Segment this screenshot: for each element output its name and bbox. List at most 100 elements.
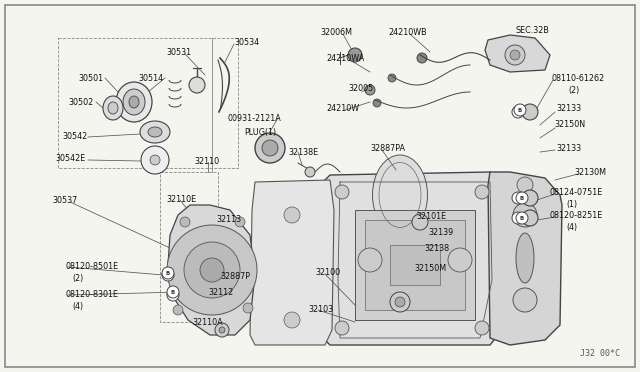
Ellipse shape — [516, 233, 534, 283]
Circle shape — [284, 312, 300, 328]
Circle shape — [516, 192, 528, 204]
Text: 08124-0751E: 08124-0751E — [550, 188, 604, 197]
Circle shape — [513, 288, 537, 312]
Text: 30531: 30531 — [166, 48, 191, 57]
Text: B: B — [520, 216, 524, 221]
Bar — [355, 210, 475, 320]
Circle shape — [522, 210, 538, 226]
Ellipse shape — [103, 96, 123, 120]
Circle shape — [200, 258, 224, 282]
Circle shape — [189, 77, 205, 93]
Text: B: B — [166, 271, 170, 276]
Text: B: B — [166, 273, 170, 278]
Text: 32133: 32133 — [556, 144, 581, 153]
Polygon shape — [485, 35, 550, 72]
Text: 32150N: 32150N — [554, 120, 585, 129]
Text: B: B — [516, 196, 520, 201]
Text: 24210WA: 24210WA — [326, 54, 364, 63]
Circle shape — [505, 45, 525, 65]
Ellipse shape — [108, 102, 118, 114]
Circle shape — [141, 146, 169, 174]
Text: 32112: 32112 — [208, 288, 233, 297]
Circle shape — [177, 287, 193, 303]
Circle shape — [284, 207, 300, 223]
Text: 32130M: 32130M — [574, 168, 606, 177]
Text: 32887PA: 32887PA — [370, 144, 405, 153]
Text: (4): (4) — [72, 302, 83, 311]
Text: 24210WB: 24210WB — [388, 28, 427, 37]
Circle shape — [167, 225, 257, 315]
Circle shape — [358, 248, 382, 272]
Circle shape — [215, 323, 229, 337]
Circle shape — [219, 327, 225, 333]
Text: 30501: 30501 — [78, 74, 103, 83]
Bar — [390, 245, 440, 285]
Circle shape — [475, 185, 489, 199]
Text: (2): (2) — [568, 86, 579, 95]
Polygon shape — [318, 172, 510, 345]
Text: B: B — [516, 215, 520, 221]
Circle shape — [512, 192, 524, 204]
Text: 30502: 30502 — [68, 98, 93, 107]
Circle shape — [475, 321, 489, 335]
Ellipse shape — [116, 82, 152, 122]
Circle shape — [514, 104, 526, 116]
Text: 32133: 32133 — [556, 104, 581, 113]
Text: 30514: 30514 — [138, 74, 163, 83]
Bar — [160, 172, 218, 322]
Circle shape — [305, 167, 315, 177]
Text: 30542E: 30542E — [55, 154, 85, 163]
Circle shape — [516, 212, 528, 224]
Circle shape — [335, 185, 349, 199]
Text: 30542: 30542 — [62, 132, 87, 141]
Circle shape — [150, 155, 160, 165]
Bar — [365, 220, 465, 310]
Circle shape — [412, 214, 428, 230]
Text: 00931-2121A: 00931-2121A — [228, 114, 282, 123]
Text: B: B — [520, 196, 524, 201]
Text: 32150M: 32150M — [414, 264, 446, 273]
Text: SEC.32B: SEC.32B — [516, 26, 550, 35]
Circle shape — [417, 53, 427, 63]
Bar — [58, 38, 238, 168]
Circle shape — [167, 289, 179, 301]
Text: PLUG(1): PLUG(1) — [244, 128, 276, 137]
Circle shape — [335, 321, 349, 335]
Circle shape — [388, 74, 396, 82]
Text: B: B — [518, 108, 522, 113]
Circle shape — [512, 106, 524, 118]
Text: 32110A: 32110A — [192, 318, 223, 327]
Circle shape — [522, 104, 538, 120]
Text: 24210W: 24210W — [326, 104, 359, 113]
Circle shape — [513, 203, 537, 227]
Text: B: B — [171, 292, 175, 298]
Circle shape — [243, 303, 253, 313]
Text: B: B — [171, 290, 175, 295]
Circle shape — [448, 248, 472, 272]
Text: 32110: 32110 — [194, 157, 219, 166]
Text: 08120-8301E: 08120-8301E — [66, 290, 119, 299]
Circle shape — [522, 190, 538, 206]
Circle shape — [242, 274, 254, 286]
Text: B: B — [516, 109, 520, 115]
Text: 32101E: 32101E — [416, 212, 446, 221]
Text: 32100: 32100 — [315, 268, 340, 277]
Circle shape — [390, 292, 410, 312]
Text: 32006M: 32006M — [320, 28, 352, 37]
Polygon shape — [168, 205, 255, 335]
Ellipse shape — [123, 89, 145, 115]
Text: 32110E: 32110E — [166, 195, 196, 204]
Text: 08120-8251E: 08120-8251E — [550, 211, 604, 220]
Text: 32887P: 32887P — [220, 272, 250, 281]
Circle shape — [262, 140, 278, 156]
Circle shape — [365, 85, 375, 95]
Text: 32005: 32005 — [348, 84, 373, 93]
Ellipse shape — [148, 127, 162, 137]
Circle shape — [517, 177, 533, 193]
Text: 32103: 32103 — [308, 305, 333, 314]
Polygon shape — [250, 180, 334, 345]
Text: 30534: 30534 — [234, 38, 259, 47]
Circle shape — [373, 99, 381, 107]
Text: 30537: 30537 — [52, 196, 77, 205]
Circle shape — [173, 305, 183, 315]
